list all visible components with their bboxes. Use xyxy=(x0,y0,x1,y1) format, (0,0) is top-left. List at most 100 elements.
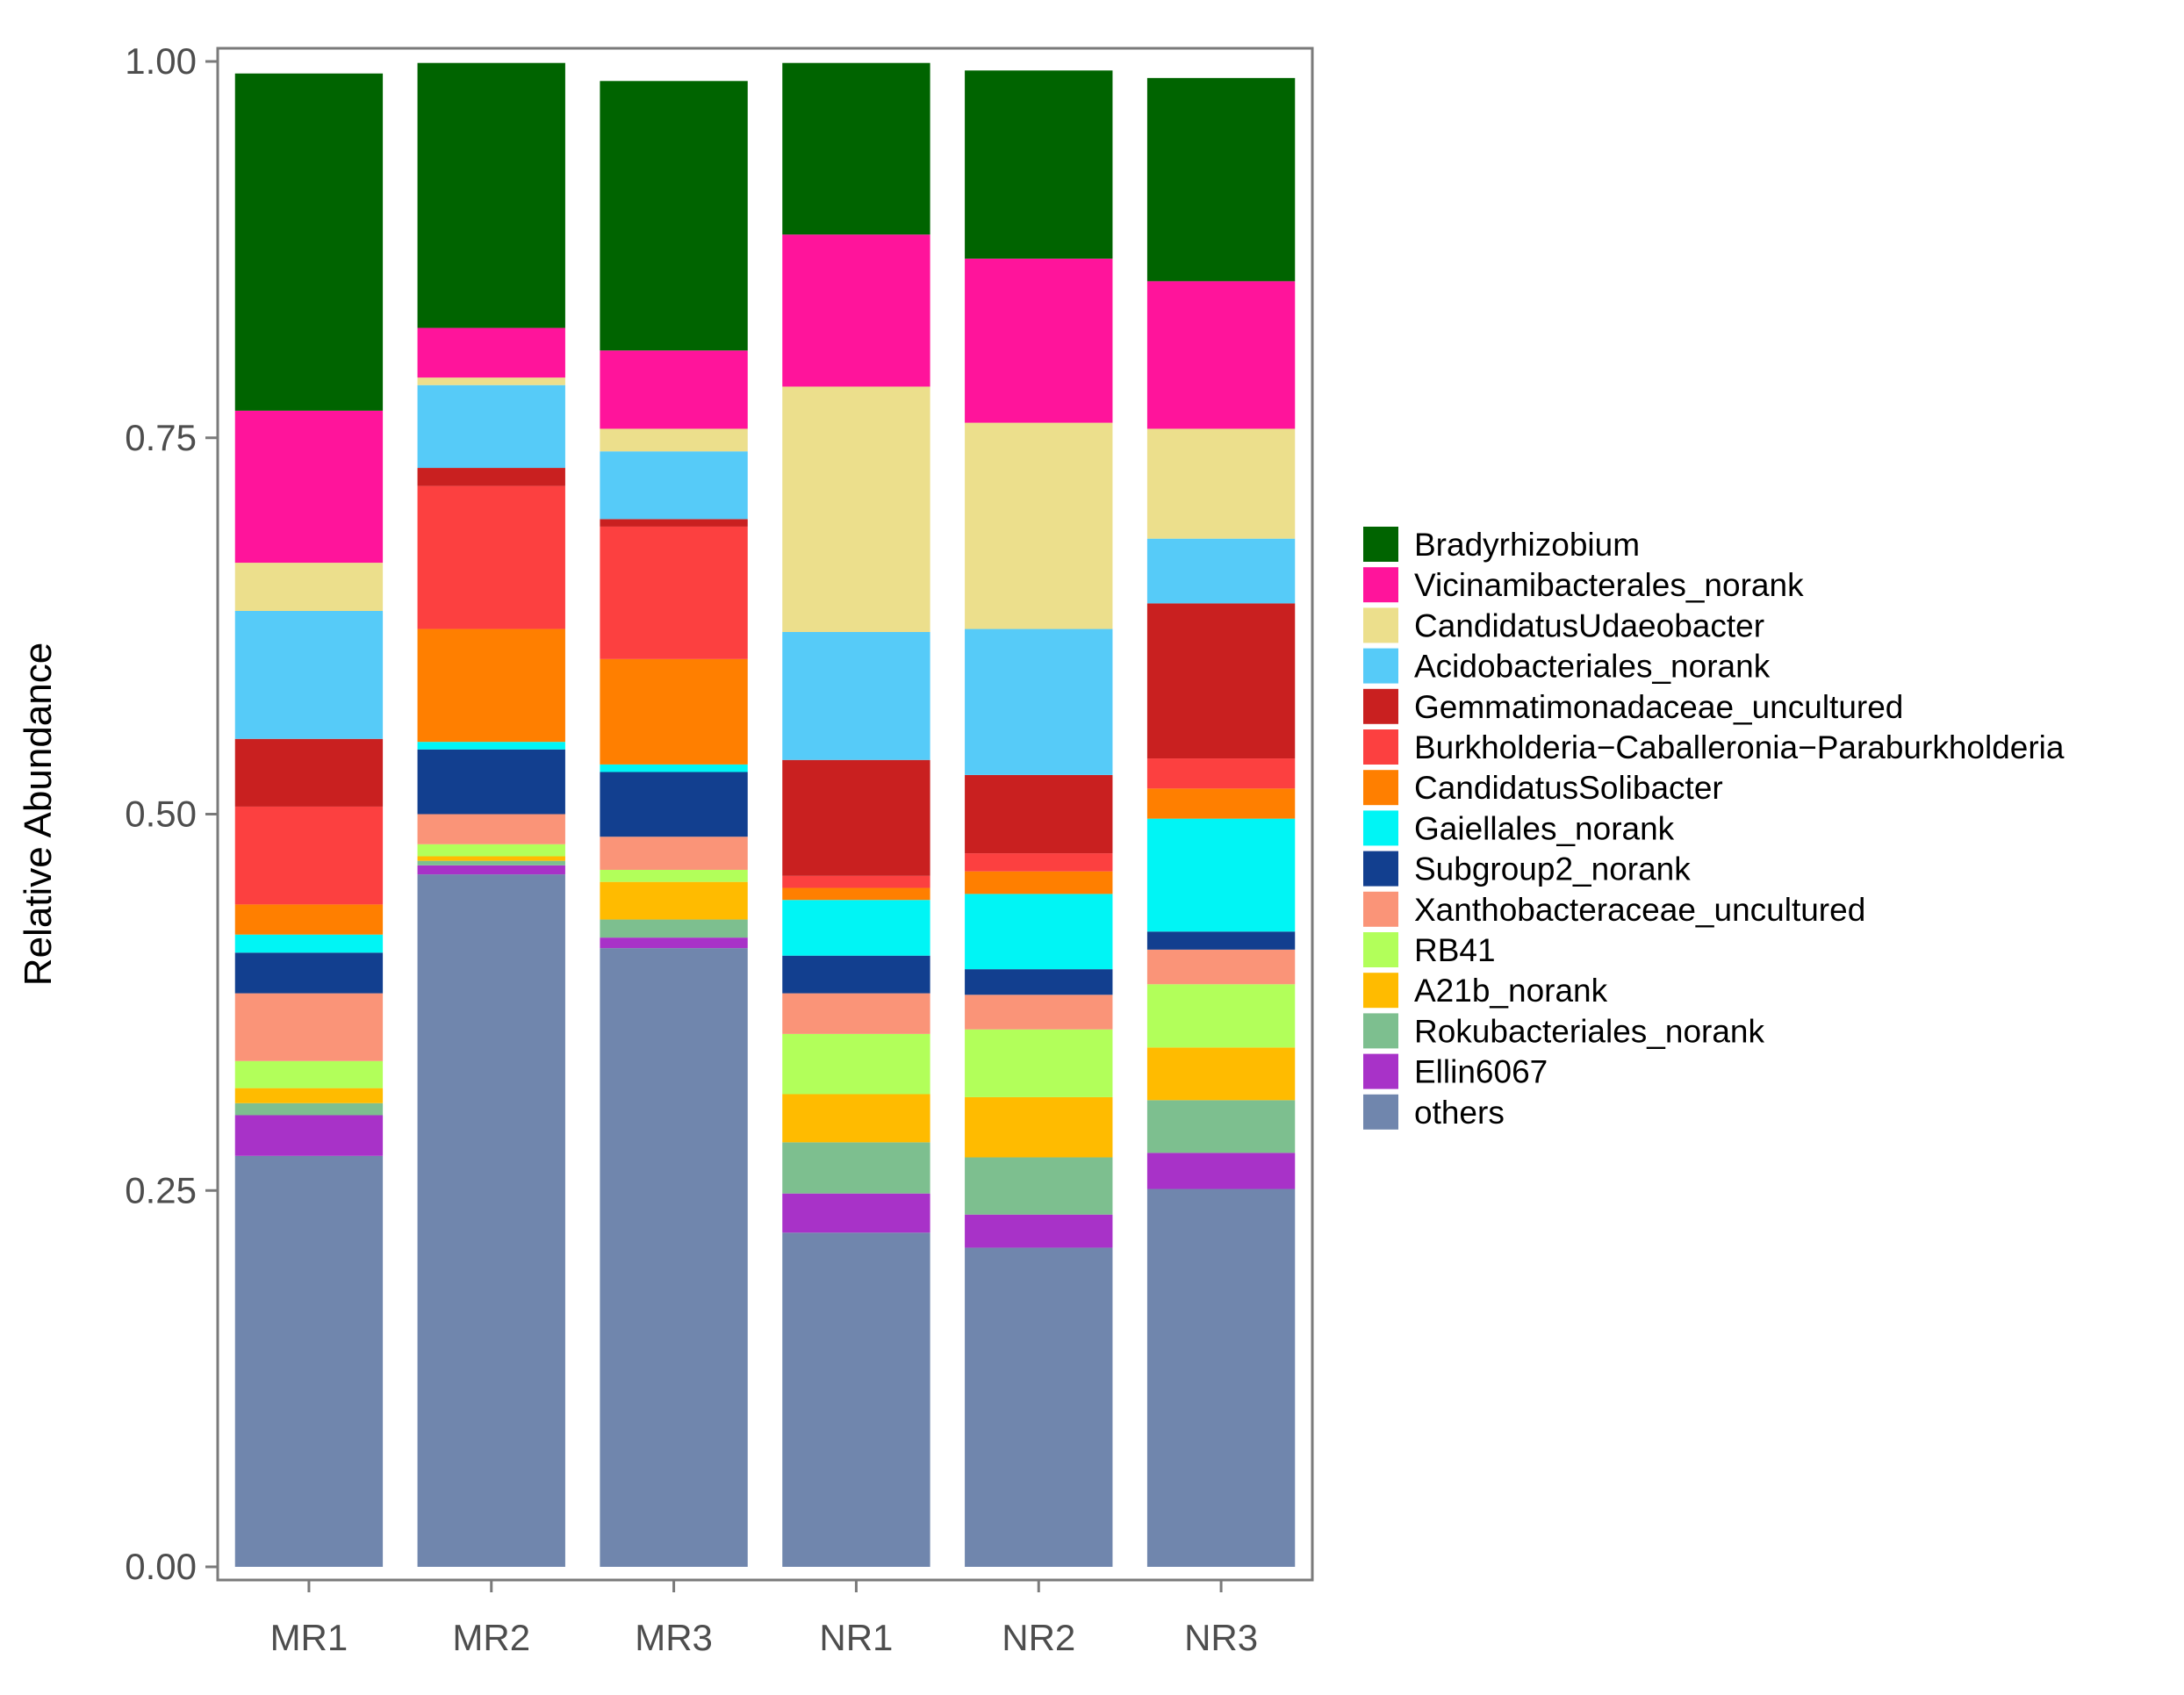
bar-segment-nr2-acidobacteriales-norank xyxy=(965,628,1113,775)
legend-swatch-rokubacteriales-norank xyxy=(1363,1013,1398,1049)
bar-segment-mr3-gaiellales-norank xyxy=(600,764,748,772)
bar-segment-nr2-a21b-norank xyxy=(965,1096,1113,1158)
y-tick-label-1: 0.25 xyxy=(125,1169,197,1210)
legend-label-candidatussolibacter: CandidatusSolibacter xyxy=(1414,770,1723,806)
legend-label-gemmatimonadaceae-uncultured: Gemmatimonadaceae_uncultured xyxy=(1414,689,1903,725)
bar-segment-mr1-vicinamibacterales-norank xyxy=(234,410,384,564)
legend-swatch-rb41 xyxy=(1363,932,1398,967)
legend-swatch-candidatussolibacter xyxy=(1363,770,1398,806)
bar-segment-nr3-bradyrhizobium xyxy=(1146,77,1296,282)
bar-segment-nr2-rokubacteriales-norank xyxy=(965,1157,1113,1215)
bar-segment-nr2-ellin6067 xyxy=(965,1214,1113,1248)
bar-segment-nr2-candidatussolibacter xyxy=(965,871,1113,894)
legend-label-subgroup2-norank: Subgroup2_norank xyxy=(1414,851,1691,887)
y-tick-label-0: 0.00 xyxy=(125,1546,197,1587)
bar-segment-mr2-others xyxy=(417,874,565,1567)
bar-segment-nr3-candidatusudaeobacter xyxy=(1146,428,1296,539)
bar-segment-mr3-others xyxy=(600,948,748,1567)
legend: Bradyrhizobium Vicinamibacterales_norank C… xyxy=(1363,527,2065,1131)
bar-segment-nr3-burkholderia-caballeronia-paraburkholderia xyxy=(1146,758,1296,789)
bar-segment-nr1-others xyxy=(782,1232,930,1567)
y-tick-label-4: 1.00 xyxy=(125,40,197,82)
legend-label-rb41: RB41 xyxy=(1414,932,1496,968)
bar-segment-mr3-acidobacteriales-norank xyxy=(600,451,748,520)
bar-segment-mr2-a21b-norank xyxy=(417,856,565,861)
y-axis: 0.00 0.25 0.50 0.75 1.00 xyxy=(125,40,218,1587)
bar-segment-nr1-a21b-norank xyxy=(782,1094,930,1143)
x-axis: MR1 MR2 MR3 NR1 NR2 NR3 xyxy=(270,1580,1258,1658)
legend-label-xanthobacteraceae-uncultured: Xanthobacteraceae_uncultured xyxy=(1414,892,1865,928)
bars-layer xyxy=(234,62,1296,1567)
x-tick-label-nr2: NR2 xyxy=(1002,1617,1075,1658)
bar-segment-mr3-candidatusudaeobacter xyxy=(600,428,748,452)
bar-segment-mr1-a21b-norank xyxy=(234,1088,384,1103)
bar-segment-mr3-ellin6067 xyxy=(600,937,748,949)
bar-segment-mr3-bradyrhizobium xyxy=(600,81,748,351)
legend-swatch-others xyxy=(1363,1094,1398,1130)
bar-segment-nr1-bradyrhizobium xyxy=(782,62,930,235)
bar-segment-nr2-gemmatimonadaceae-uncultured xyxy=(965,774,1113,854)
bar-segment-mr3-subgroup2-norank xyxy=(600,772,748,837)
bar-segment-mr2-gaiellales-norank xyxy=(417,742,565,750)
legend-swatch-subgroup2-norank xyxy=(1363,851,1398,887)
bar-segment-mr2-rb41 xyxy=(417,844,565,857)
x-tick-label-mr3: MR3 xyxy=(635,1617,713,1658)
x-tick-label-nr3: NR3 xyxy=(1184,1617,1258,1658)
bar-segment-nr2-vicinamibacterales-norank xyxy=(965,258,1113,423)
bar-segment-mr1-acidobacteriales-norank xyxy=(234,610,384,739)
bar-segment-mr3-rokubacteriales-norank xyxy=(600,919,748,938)
bar-segment-nr1-acidobacteriales-norank xyxy=(782,631,930,760)
bar-segment-mr1-rb41 xyxy=(234,1060,384,1088)
bar-segment-mr1-candidatusudaeobacter xyxy=(234,563,384,611)
bar-segment-nr2-xanthobacteraceae-uncultured xyxy=(965,995,1113,1030)
legend-label-a21b-norank: A21b_norank xyxy=(1414,973,1608,1009)
bar-segment-mr2-vicinamibacterales-norank xyxy=(417,327,565,378)
bar-segment-mr3-burkholderia-caballeronia-paraburkholderia xyxy=(600,526,748,659)
legend-swatch-vicinamibacterales-norank xyxy=(1363,567,1398,603)
bar-segment-nr2-subgroup2-norank xyxy=(965,969,1113,995)
x-tick-label-nr1: NR1 xyxy=(819,1617,893,1658)
bar-segment-mr3-xanthobacteraceae-uncultured xyxy=(600,837,748,870)
bar-segment-nr3-others xyxy=(1146,1189,1296,1567)
bar-segment-mr2-candidatussolibacter xyxy=(417,628,565,743)
bar-segment-mr3-candidatussolibacter xyxy=(600,658,748,765)
bar-segment-nr3-rokubacteriales-norank xyxy=(1146,1100,1296,1153)
legend-swatch-bradyrhizobium xyxy=(1363,527,1398,562)
bar-segment-nr1-candidatusudaeobacter xyxy=(782,386,930,632)
bar-segment-nr3-vicinamibacterales-norank xyxy=(1146,281,1296,429)
bar-segment-nr1-rokubacteriales-norank xyxy=(782,1142,930,1194)
bar-segment-mr2-xanthobacteraceae-uncultured xyxy=(417,814,565,844)
bar-segment-mr1-others xyxy=(234,1155,384,1567)
legend-label-burkholderia-caballeronia-paraburkholderia: Burkholderia−Caballeronia−Paraburkholder… xyxy=(1414,729,2065,765)
legend-swatch-acidobacteriales-norank xyxy=(1363,648,1398,684)
bar-segment-mr1-gaiellales-norank xyxy=(234,934,384,953)
bar-segment-nr3-gaiellales-norank xyxy=(1146,818,1296,932)
bar-segment-nr2-bradyrhizobium xyxy=(965,70,1113,259)
legend-swatch-a21b-norank xyxy=(1363,973,1398,1009)
legend-swatch-candidatusudaeobacter xyxy=(1363,607,1398,643)
bar-segment-mr2-bradyrhizobium xyxy=(417,62,565,328)
x-tick-label-mr1: MR1 xyxy=(270,1617,348,1658)
bar-segment-nr1-ellin6067 xyxy=(782,1193,930,1233)
legend-swatch-xanthobacteraceae-uncultured xyxy=(1363,891,1398,927)
bar-segment-nr1-gaiellales-norank xyxy=(782,900,930,956)
legend-label-others: others xyxy=(1414,1095,1505,1131)
legend-label-candidatusudaeobacter: CandidatusUdaeobacter xyxy=(1414,607,1764,643)
bar-segment-mr3-vicinamibacterales-norank xyxy=(600,350,748,429)
bar-segment-mr1-gemmatimonadaceae-uncultured xyxy=(234,738,384,807)
bar-segment-mr2-candidatusudaeobacter xyxy=(417,377,565,385)
bar-segment-nr1-burkholderia-caballeronia-paraburkholderia xyxy=(782,875,930,888)
bar-segment-nr2-rb41 xyxy=(965,1029,1113,1097)
bar-segment-nr2-others xyxy=(965,1247,1113,1567)
bar-segment-mr2-ellin6067 xyxy=(417,865,565,875)
bar-segment-nr1-xanthobacteraceae-uncultured xyxy=(782,993,930,1034)
bar-segment-nr3-acidobacteriales-norank xyxy=(1146,538,1296,604)
legend-label-gaiellales-norank: Gaiellales_norank xyxy=(1414,810,1675,846)
bar-segment-mr1-rokubacteriales-norank xyxy=(234,1102,384,1116)
bar-segment-mr1-ellin6067 xyxy=(234,1115,384,1156)
bar-segment-mr3-gemmatimonadaceae-uncultured xyxy=(600,519,748,527)
legend-label-acidobacteriales-norank: Acidobacteriales_norank xyxy=(1414,649,1771,685)
bar-segment-nr1-gemmatimonadaceae-uncultured xyxy=(782,759,930,876)
bar-segment-mr3-a21b-norank xyxy=(600,881,748,920)
legend-label-bradyrhizobium: Bradyrhizobium xyxy=(1414,527,1640,563)
